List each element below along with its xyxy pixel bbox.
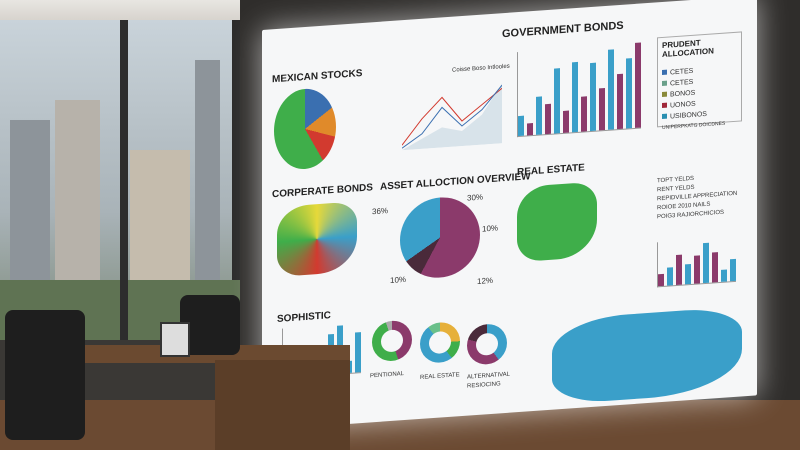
wall-display: MEXICAN STOCKS Coisse Boso Intlooles GOV… xyxy=(262,0,757,430)
prudent-allocation-panel: PRUDENT ALLOCATION CETES CETES BONOS UON… xyxy=(657,31,742,131)
desk-drawer xyxy=(215,360,350,450)
asset-allocation-pie xyxy=(400,194,480,281)
building xyxy=(10,120,50,290)
office-chair xyxy=(5,310,85,440)
line-chart xyxy=(402,83,502,151)
bar xyxy=(635,42,641,128)
bar xyxy=(590,62,596,132)
government-bonds-title: GOVERNMENT BONDS xyxy=(502,19,624,41)
bar xyxy=(626,58,632,129)
real-estate-bar-chart xyxy=(657,236,736,288)
bar xyxy=(527,123,533,136)
donut-chart xyxy=(420,321,460,364)
bar xyxy=(581,96,587,132)
bar xyxy=(554,68,560,134)
donut-label: REAL ESTATE xyxy=(420,372,460,381)
bar xyxy=(617,73,623,130)
donut-label: PENTIONAL xyxy=(370,371,405,380)
pie-label: 30% xyxy=(467,192,484,203)
pie-label: 10% xyxy=(482,223,499,234)
asset-allocation-title: ASSET ALLOCTION OVERVIEW xyxy=(380,171,531,193)
building xyxy=(55,100,100,290)
pie-label: 36% xyxy=(372,206,389,217)
bonds-bar-chart xyxy=(517,42,641,138)
bar xyxy=(599,88,605,131)
donut-chart xyxy=(372,319,412,363)
stocks-pie-chart xyxy=(274,86,336,172)
monitor xyxy=(160,322,190,357)
bar xyxy=(608,49,614,130)
bar xyxy=(536,96,542,135)
corporate-bonds-title: CORPERATE BONDS xyxy=(272,182,373,201)
bar xyxy=(563,110,569,133)
pie-label: 10% xyxy=(390,274,407,286)
prudent-allocation-title: PRUDENT ALLOCATION xyxy=(662,38,714,60)
bar xyxy=(545,103,551,135)
donut-label: RESIOCING xyxy=(467,381,501,390)
bar xyxy=(572,61,578,133)
pie-label: 12% xyxy=(477,275,494,286)
mexican-stocks-title: MEXICAN STOCKS xyxy=(272,67,363,86)
bar xyxy=(518,115,524,137)
building xyxy=(195,60,220,290)
office-chair-back xyxy=(180,295,240,355)
donut-chart xyxy=(467,322,507,366)
real-estate-title: REAL ESTATE xyxy=(517,162,585,179)
mexico-map-corporate xyxy=(277,201,357,277)
mexico-map-real-estate xyxy=(517,181,597,263)
building xyxy=(130,150,190,290)
world-map xyxy=(552,306,742,405)
sophistic-title: SOPHISTIC xyxy=(277,310,331,325)
window-frame xyxy=(120,20,128,340)
